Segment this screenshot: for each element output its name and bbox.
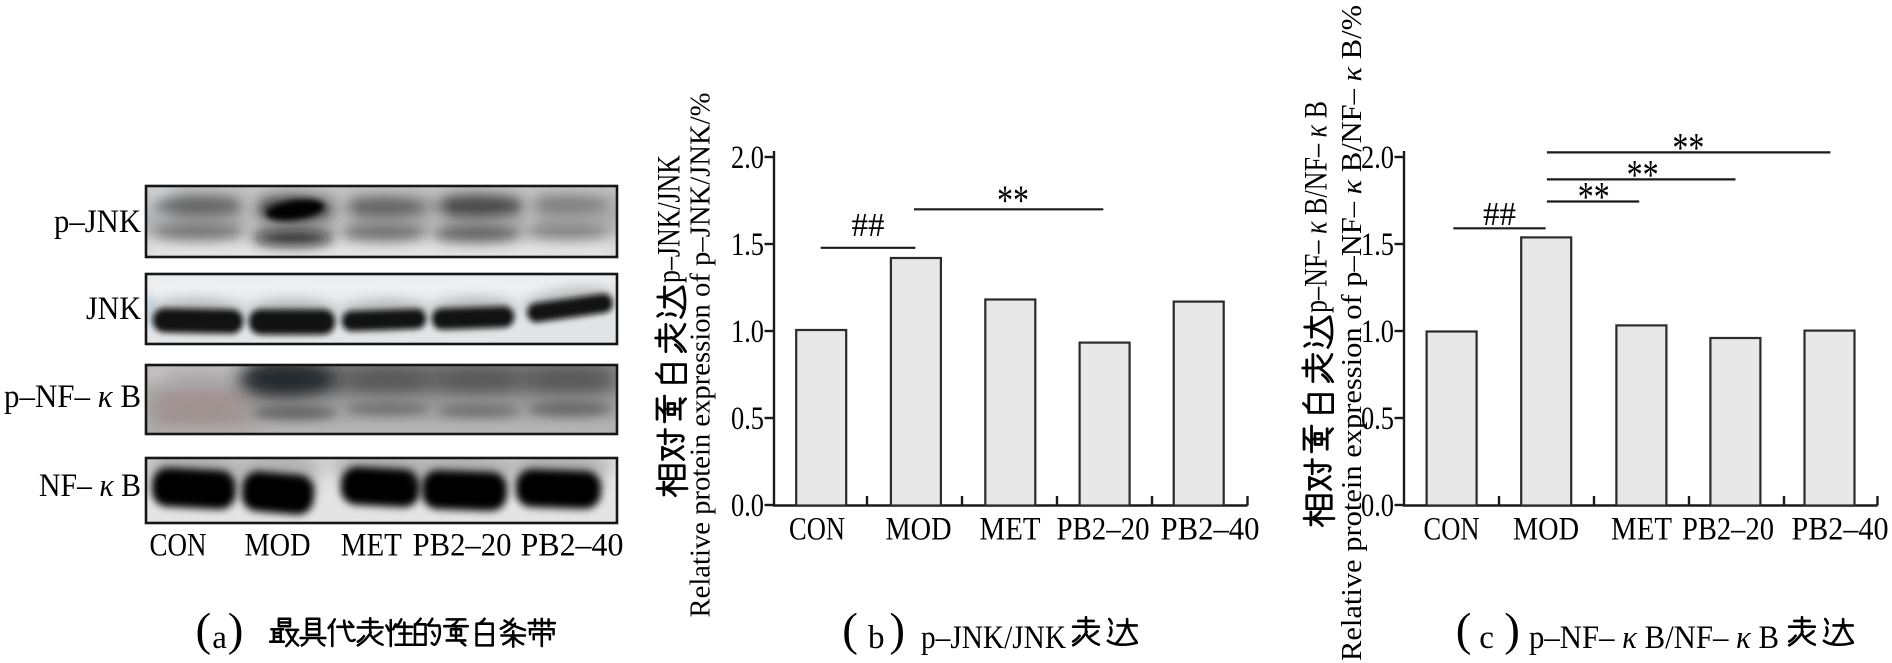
svg-text:CON: CON [789,512,845,548]
svg-text:b: b [868,620,885,656]
svg-text:0.0: 0.0 [1361,488,1394,524]
svg-text:MOD: MOD [245,528,311,564]
svg-text:MET: MET [980,512,1041,548]
svg-text:PB2–20: PB2–20 [1057,512,1150,548]
svg-text:2.0: 2.0 [731,140,764,176]
svg-text:PB2–40: PB2–40 [1161,512,1260,548]
svg-text:**: ** [997,179,1029,225]
svg-text:1.5: 1.5 [731,227,764,263]
svg-text:MOD: MOD [1513,512,1579,548]
svg-text:##: ## [852,207,885,244]
svg-text:p–NF– κ B/NF– κ B: p–NF– κ B/NF– κ B [1298,101,1334,313]
svg-text:PB2–40: PB2–40 [521,528,624,564]
svg-text:c: c [1479,620,1494,656]
svg-text:Relative protein expression of: Relative protein expression of p–NF– κ B… [1337,5,1368,661]
svg-text:JNK: JNK [86,291,141,327]
svg-text:p–NF– κ B/NF– κ B: p–NF– κ B/NF– κ B [1529,620,1779,656]
svg-text:PB2–20: PB2–20 [413,528,512,564]
svg-text:0.5: 0.5 [731,401,764,437]
svg-text:PB2–40: PB2–40 [1792,512,1889,548]
svg-text:): ) [889,604,905,656]
svg-text:p–JNK/JNK: p–JNK/JNK [921,620,1066,656]
svg-text:a: a [212,620,227,656]
svg-text:**: ** [1578,175,1610,221]
svg-text:0.5: 0.5 [1361,401,1394,437]
svg-text:): ) [1504,604,1520,656]
svg-text:MOD: MOD [886,512,952,548]
svg-text:p–JNK/JNK: p–JNK/JNK [651,155,687,283]
svg-text:): ) [228,604,244,656]
svg-text:(: ( [1456,604,1472,656]
svg-text:(: ( [842,604,858,656]
svg-text:MET: MET [1611,512,1672,548]
svg-text:**: ** [1672,126,1704,172]
svg-text:2.0: 2.0 [1361,140,1394,176]
svg-text:CON: CON [150,528,207,564]
svg-text:##: ## [1483,196,1516,233]
svg-text:1.5: 1.5 [1361,227,1394,263]
svg-text:NF– κ B: NF– κ B [39,468,141,504]
svg-text:1.0: 1.0 [731,314,764,350]
svg-text:PB2–20: PB2–20 [1682,512,1774,548]
svg-text:**: ** [1627,153,1659,199]
svg-text:(: ( [196,604,212,656]
svg-text:Relative protein expression of: Relative protein expression of p–JNK/JNK… [686,93,717,618]
svg-text:p–NF– κ B: p–NF– κ B [4,379,141,415]
svg-text:p–JNK: p–JNK [54,204,141,240]
svg-text:1.0: 1.0 [1361,314,1394,350]
svg-text:MET: MET [341,528,402,564]
svg-text:0.0: 0.0 [731,488,764,524]
svg-text:CON: CON [1424,512,1480,548]
